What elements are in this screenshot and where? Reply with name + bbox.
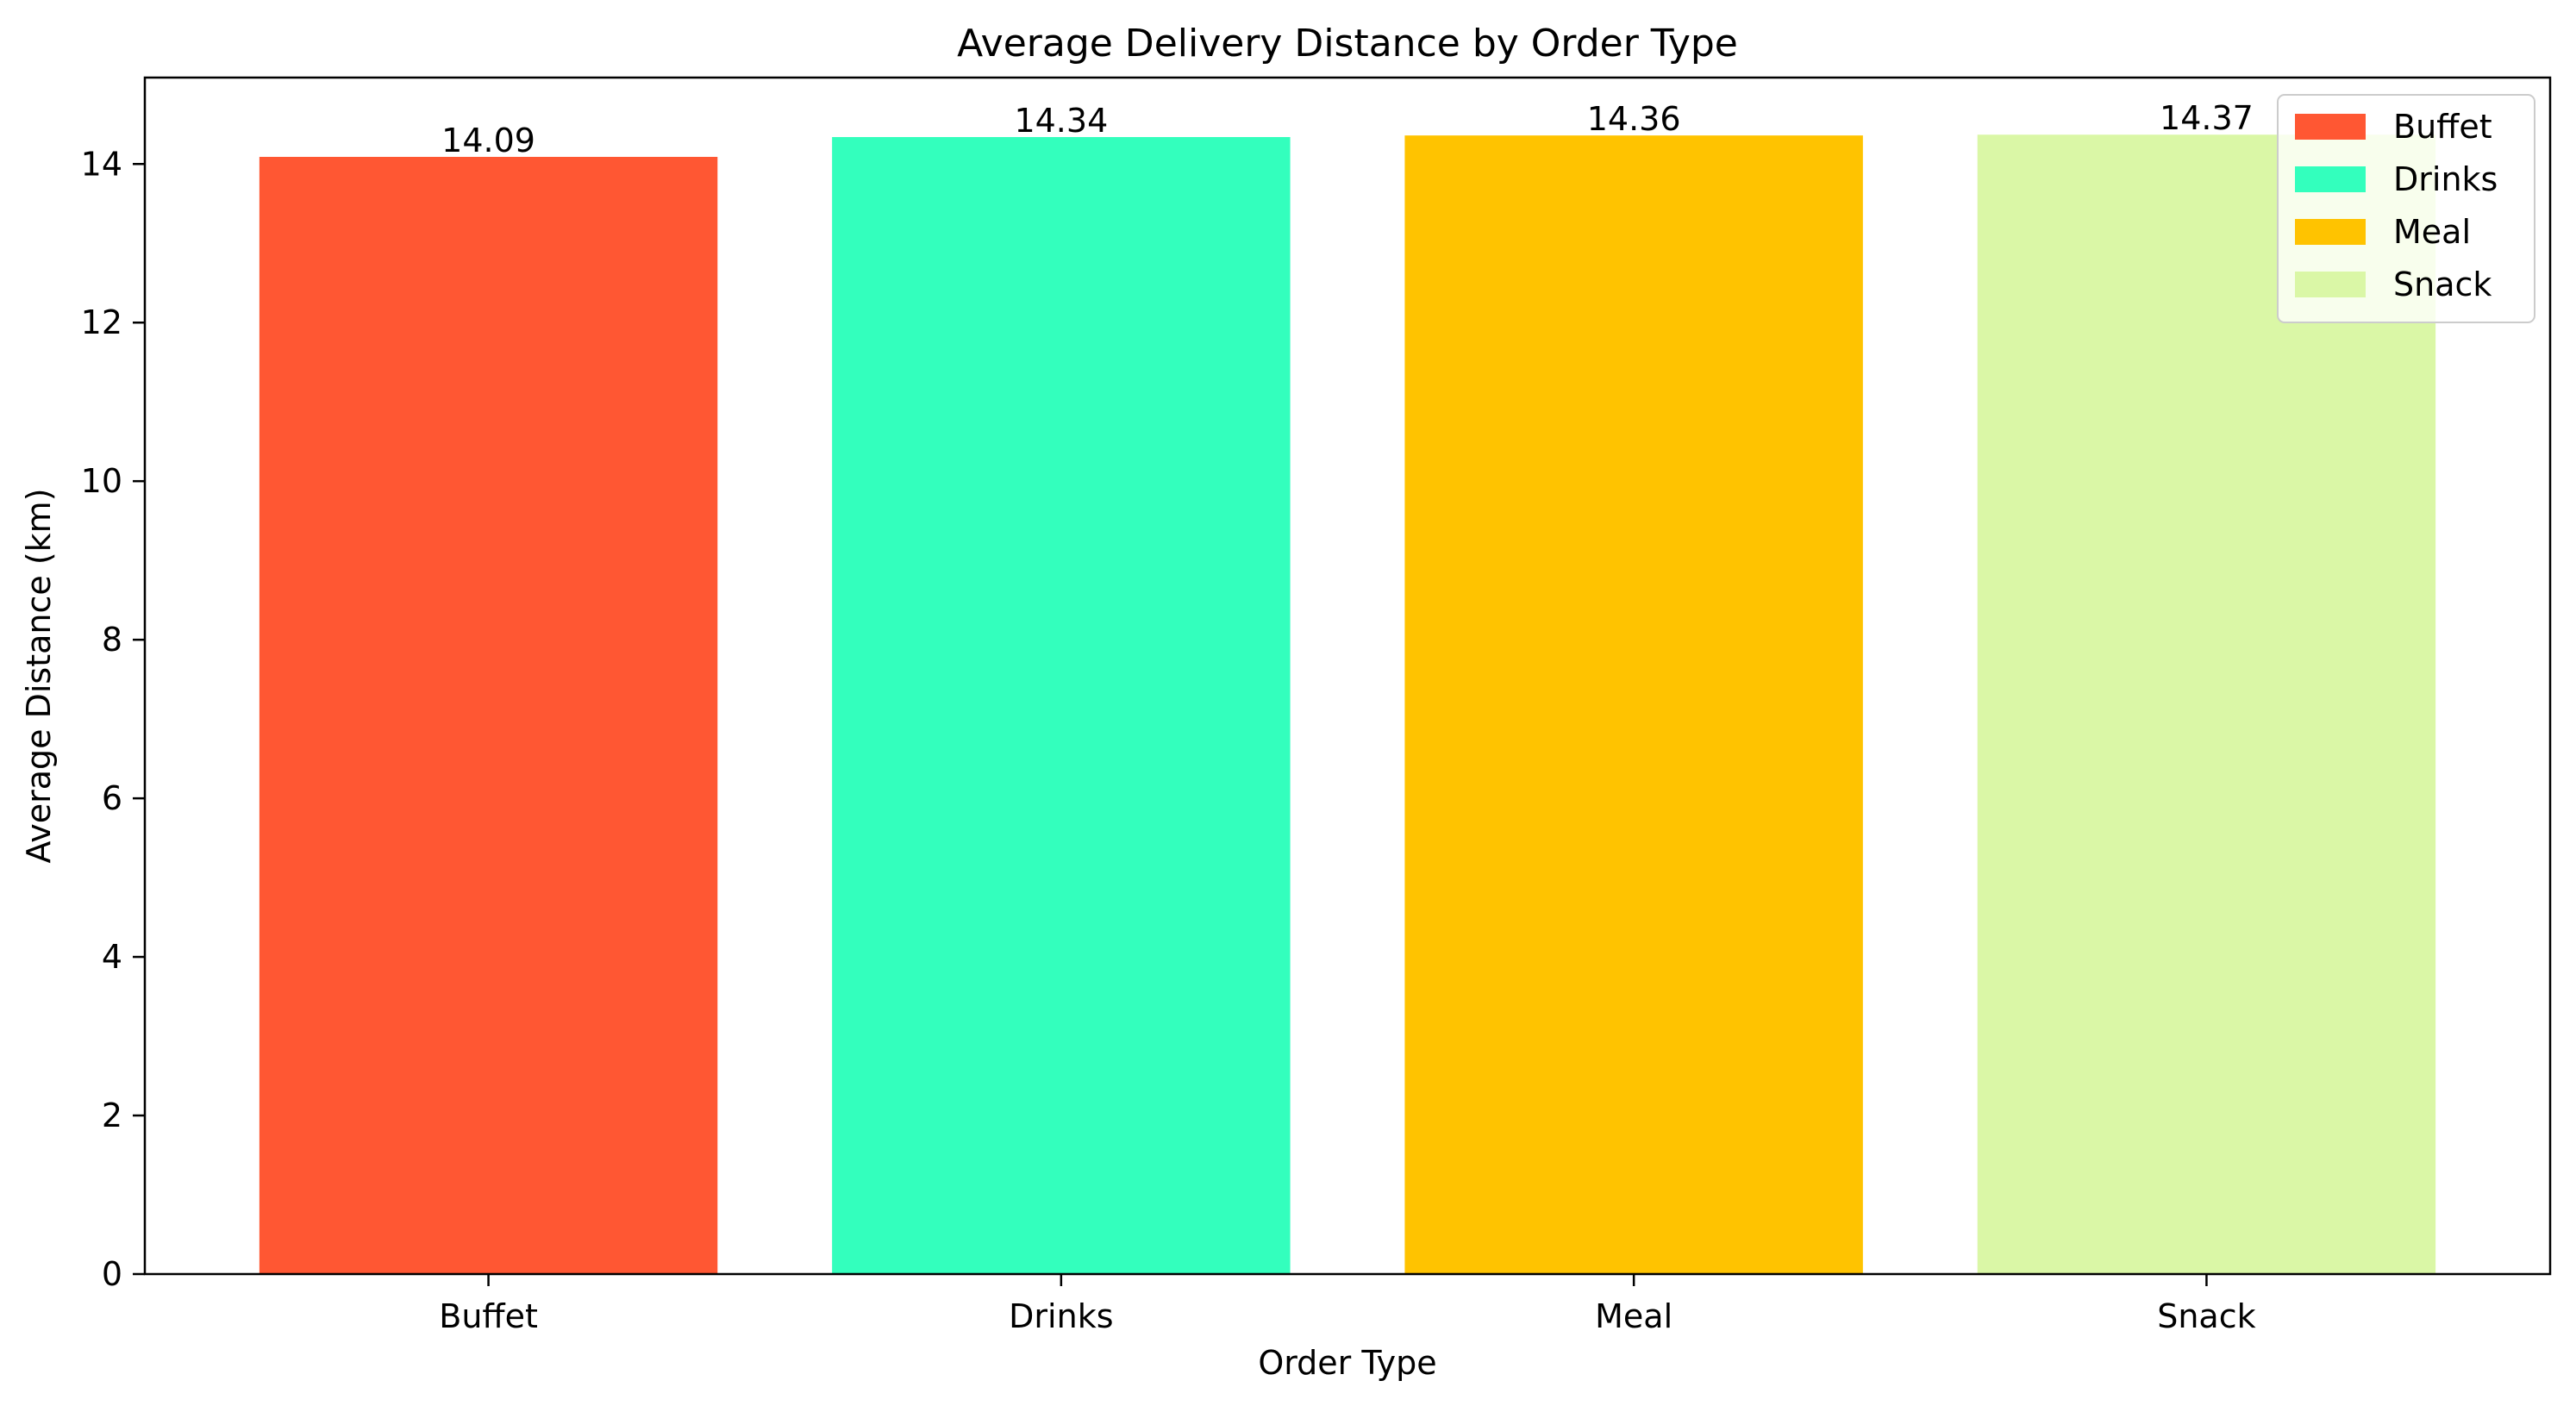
y-tick-label: 4 [102,938,122,976]
legend-label-drinks: Drinks [2393,160,2498,198]
data-label-drinks: 14.34 [1014,102,1108,140]
axes-layer: 0 2 4 6 8 10 12 14 Buffet Drinks Meal Snack [81,76,2552,1335]
x-tick-label-snack: Snack [2157,1297,2255,1335]
bar-drinks [832,136,1291,1274]
plot-frame [143,76,2552,1276]
x-axis-label: Order Type [1258,1344,1436,1382]
chart-title: Average Delivery Distance by Order Type [957,22,1738,66]
bars-layer [259,134,2436,1274]
x-tick-label-drinks: Drinks [1009,1297,1113,1335]
x-tick-label-buffet: Buffet [439,1297,538,1335]
x-tick-label-meal: Meal [1595,1297,1673,1335]
y-tick-label: 8 [102,621,122,659]
y-tick-label: 14 [81,145,122,183]
legend-label-buffet: Buffet [2393,108,2492,146]
y-tick-label: 10 [81,462,122,500]
legend-label-meal: Meal [2393,213,2471,251]
bar-buffet [259,156,718,1274]
legend: Buffet Drinks Meal Snack [2277,94,2535,323]
y-tick-label: 12 [81,303,122,341]
data-label-buffet: 14.09 [441,122,535,159]
legend-swatch-drinks [2295,166,2366,192]
y-tick-label: 2 [102,1096,122,1134]
data-labels-layer: 14.09 14.34 14.36 14.37 [441,99,2254,159]
y-tick-label: 0 [102,1255,122,1293]
y-axis-label: Average Distance (km) [20,488,58,863]
y-tick-label: 6 [102,779,122,817]
legend-swatch-snack [2295,272,2366,297]
legend-label-snack: Snack [2393,266,2492,303]
bar-meal [1404,135,1863,1274]
data-label-meal: 14.36 [1587,100,1681,138]
data-label-snack: 14.37 [2160,99,2254,137]
legend-frame [2277,94,2535,323]
bar-snack [1977,134,2436,1274]
legend-swatch-buffet [2295,114,2366,140]
legend-swatch-meal [2295,219,2366,245]
